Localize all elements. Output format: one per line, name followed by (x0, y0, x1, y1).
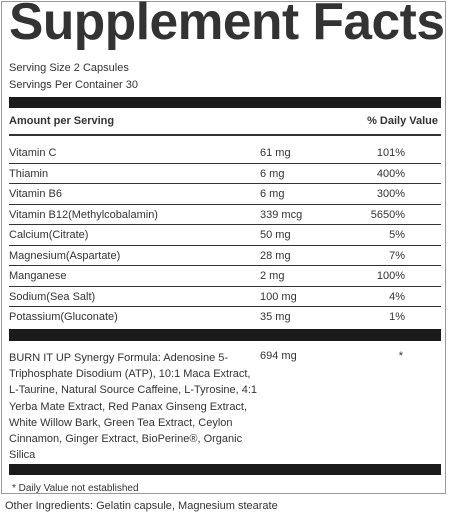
nutrient-name: Potassium(Gluconate) (9, 311, 118, 323)
nutrient-row: Calcium(Citrate) 50 mg 5% (2, 225, 447, 245)
row-divider (9, 203, 441, 205)
nutrient-row: Magnesium(Aspartate) 28 mg 7% (2, 246, 447, 266)
nutrient-amount: 339 mcg (260, 208, 303, 221)
nutrient-daily-value: 101% (376, 147, 405, 159)
servings-per-container: Servings Per Container 30 (9, 79, 139, 91)
nutrient-name: Magnesium(Aspartate) (9, 249, 121, 262)
nutrient-name: Sodium(Sea Salt) (9, 290, 96, 303)
nutrient-daily-value: 300% (376, 188, 405, 200)
nutrient-daily-value: 7% (389, 249, 405, 262)
nutrient-amount: 2 mg (260, 270, 285, 282)
nutrient-amount: 61 mg (260, 147, 291, 159)
supplement-facts-panel: Supplement Facts Serving Size 2 Capsules… (1, 0, 447, 494)
nutrient-daily-value: 100% (376, 270, 405, 282)
serving-size: Serving Size 2 Capsules (9, 62, 129, 74)
row-divider (9, 244, 441, 246)
nutrient-row: Sodium(Sea Salt) 100 mg 4% (2, 287, 447, 307)
daily-value-footnote: * Daily Value not established (12, 483, 139, 494)
blend-ingredients: BURN IT UP Synergy Formula: Adenosine 5-… (9, 352, 258, 462)
nutrient-row: Vitamin B6 6 mg 300% (2, 184, 447, 204)
daily-value-header: % Daily Value (367, 115, 438, 127)
nutrient-amount: 100 mg (260, 290, 297, 303)
nutrient-name: Thiamin (9, 167, 49, 180)
row-divider (9, 183, 441, 184)
nutrient-name: Vitamin B12(Methylcobalamin) (9, 208, 158, 221)
header-bar (9, 97, 441, 108)
header-rule (9, 134, 441, 136)
nutrient-amount: 28 mg (260, 249, 291, 262)
panel-title: Supplement Facts (9, 0, 445, 51)
nutrient-daily-value: 400% (376, 167, 405, 180)
blend-separator-bar (9, 329, 441, 341)
row-divider (9, 224, 441, 225)
nutrient-row: Potassium(Gluconate) 35 mg 1% (2, 307, 447, 327)
row-divider (9, 265, 441, 266)
nutrient-daily-value: 1% (389, 311, 405, 323)
nutrient-row: Vitamin C 61 mg 101% (2, 143, 447, 163)
row-divider (9, 285, 441, 287)
nutrient-name: Vitamin B6 (9, 188, 62, 200)
nutrient-name: Manganese (9, 270, 67, 282)
nutrient-name: Calcium(Citrate) (9, 229, 89, 241)
blend-amount: 694 mg (260, 350, 297, 362)
nutrient-row: Thiamin 6 mg 400% (2, 164, 447, 184)
nutrient-amount: 6 mg (260, 167, 285, 180)
nutrient-daily-value: 5% (389, 229, 405, 241)
nutrient-row: Vitamin B12(Methylcobalamin) 339 mcg 5650% (2, 205, 447, 225)
nutrient-daily-value: 5650% (370, 208, 405, 221)
amount-per-serving-header: Amount per Serving (9, 115, 115, 127)
nutrient-name: Vitamin C (9, 147, 57, 159)
nutrient-amount: 50 mg (260, 229, 291, 241)
nutrient-row: Manganese 2 mg 100% (2, 266, 447, 286)
nutrient-daily-value: 4% (389, 290, 405, 303)
blend-daily-value: * (398, 350, 403, 362)
footer-bar (9, 464, 441, 475)
row-divider (9, 306, 441, 307)
nutrient-amount: 35 mg (260, 311, 291, 323)
nutrient-amount: 6 mg (260, 188, 285, 200)
other-ingredients: Other Ingredients: Gelatin capsule, Magn… (5, 500, 278, 512)
row-divider (9, 162, 441, 164)
